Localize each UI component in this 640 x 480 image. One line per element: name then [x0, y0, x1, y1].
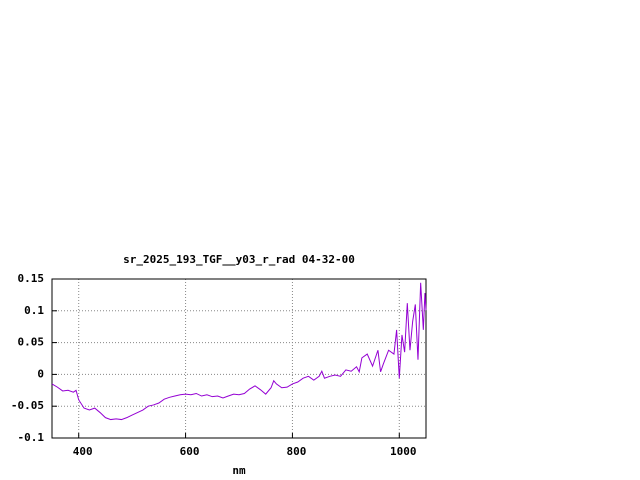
x-axis-label: nm — [232, 464, 246, 477]
y-tick-label: -0.05 — [11, 399, 44, 412]
x-tick-label: 400 — [73, 445, 93, 458]
plot-frame — [51, 278, 427, 439]
y-tick-label: 0 — [37, 367, 44, 380]
data-line — [51, 282, 427, 421]
x-tick-label: 1000 — [390, 445, 417, 458]
y-tick-label: 0.15 — [18, 272, 45, 285]
y-tick-label: -0.1 — [18, 431, 45, 444]
x-tick-label: 600 — [180, 445, 200, 458]
y-tick-label: 0.1 — [24, 304, 44, 317]
y-tick-label: 0.05 — [18, 336, 45, 349]
x-tick-label: 800 — [286, 445, 306, 458]
chart-title: sr_2025_193_TGF__y03_r_rad 04-32-00 — [123, 253, 355, 266]
